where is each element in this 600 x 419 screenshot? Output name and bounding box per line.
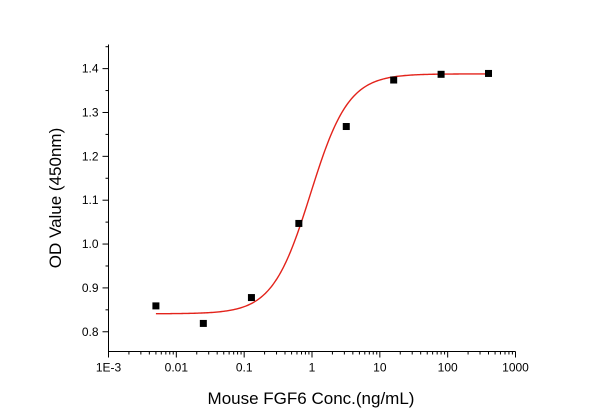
series-layer [152, 69, 493, 327]
y-tick-label: 1.1 [82, 193, 99, 207]
x-tick-label: 1E-3 [96, 361, 122, 375]
y-tick-label: 1.4 [82, 62, 99, 76]
x-tick-label: 1000 [502, 361, 529, 375]
data-point [247, 294, 255, 302]
y-tick-label: 0.8 [82, 325, 99, 339]
x-tick-label: 10 [373, 361, 387, 375]
plot-area: 1E-3 0.01 0.1 1 10 100 1000 0.8 0.9 1.0 1.1 1.2 1.3… [82, 44, 529, 375]
y-axis-ticks: 0.8 0.9 1.0 1.1 1.2 1.3 1.4 [82, 46, 109, 339]
data-point [152, 302, 160, 310]
x-tick-label: 1 [309, 361, 316, 375]
x-axis-title: Mouse FGF6 Conc.(ng/mL) [208, 389, 415, 408]
y-tick-label: 0.9 [82, 281, 99, 295]
data-point [485, 69, 493, 77]
x-tick-label: 0.01 [165, 361, 189, 375]
y-tick-label: 1.0 [82, 237, 99, 251]
x-tick-label: 100 [438, 361, 458, 375]
y-tick-label: 1.3 [82, 105, 99, 119]
data-point [390, 76, 398, 84]
x-axis-ticks: 1E-3 0.01 0.1 1 10 100 1000 [96, 351, 529, 375]
fit-curve [155, 73, 489, 315]
data-point [342, 123, 350, 131]
plot-frame-left-bottom [108, 44, 516, 352]
y-tick-label: 1.2 [82, 149, 99, 163]
data-point [295, 219, 303, 227]
data-point [199, 319, 207, 327]
x-tick-label: 0.1 [236, 361, 253, 375]
y-axis-title: OD Value (450nm) [46, 128, 65, 268]
data-point [437, 70, 445, 78]
